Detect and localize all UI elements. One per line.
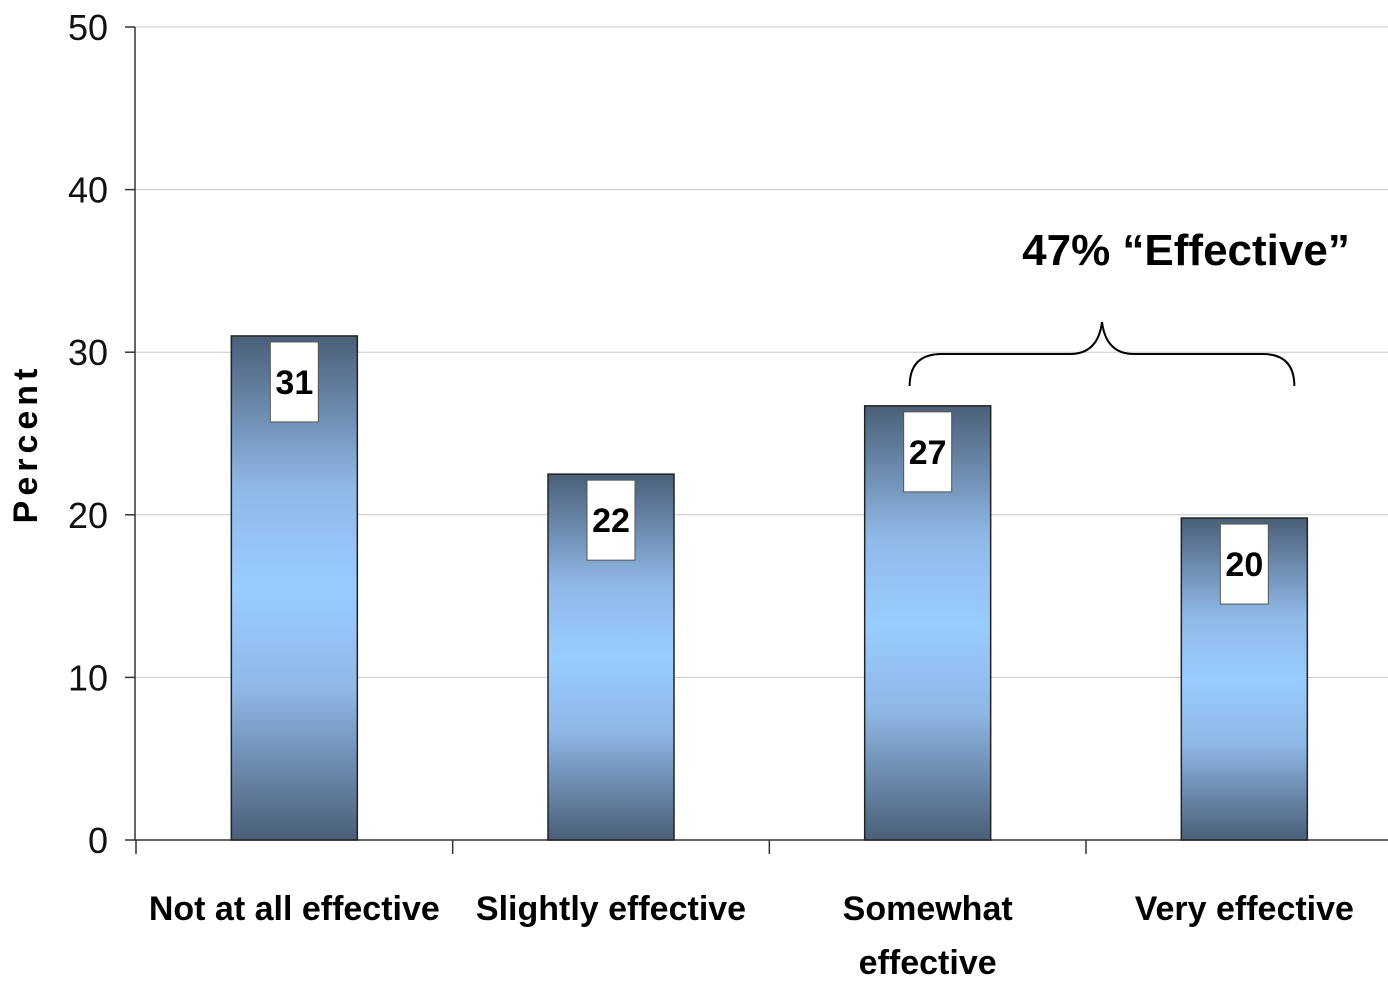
annotation-text: 47% “Effective” [1022, 226, 1350, 275]
y-tick-label: 10 [68, 657, 108, 698]
data-label-box [1219, 523, 1269, 605]
y-tick-label: 20 [68, 495, 108, 536]
y-axis-label: Percent [7, 364, 45, 524]
y-tick-label: 0 [88, 820, 108, 861]
data-label-box [586, 479, 636, 561]
annotation: 47% “Effective” [908, 226, 1350, 387]
x-category-label: Slightly effective [476, 890, 746, 928]
x-category-label: effective [859, 944, 997, 981]
data-label-box [269, 341, 319, 423]
data-label-box [903, 411, 953, 493]
x-category-label: Very effective [1135, 890, 1354, 928]
x-category-label: Somewhat [843, 890, 1013, 928]
data-label: 31 [275, 364, 313, 402]
y-tick-label: 30 [68, 332, 108, 373]
labels: 0 10 20 30 40 50 Percent 31 Not at all effective… [7, 7, 1354, 981]
data-label: 20 [1225, 546, 1263, 584]
x-category-label: Not at all effective [149, 890, 440, 928]
annotation-brace [908, 321, 1296, 387]
y-tick-label: 40 [68, 170, 108, 211]
data-label: 22 [592, 502, 630, 540]
data-label: 27 [909, 434, 947, 472]
bars [230, 335, 1309, 841]
y-tick-label: 50 [68, 7, 108, 48]
